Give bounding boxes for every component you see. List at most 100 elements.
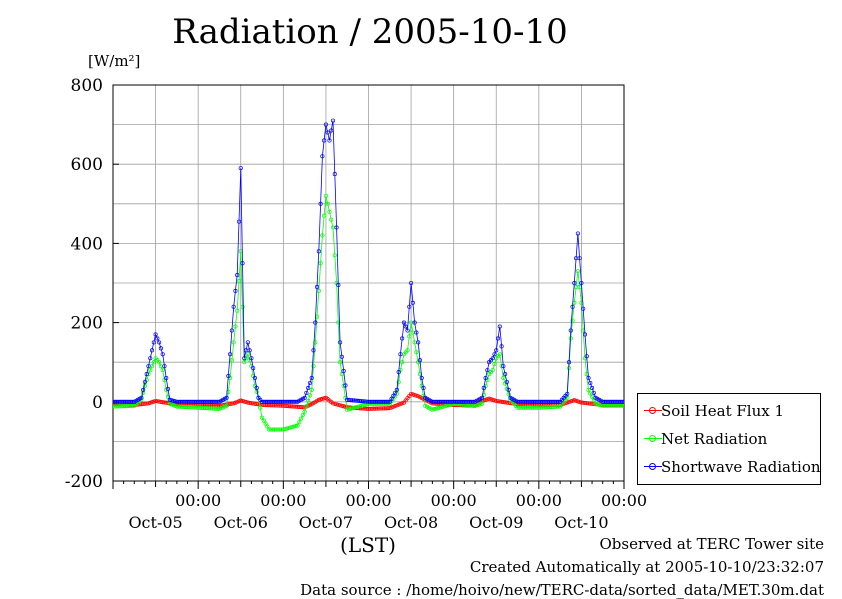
data-point-1 [284, 426, 289, 431]
data-point-1 [148, 368, 153, 373]
data-point-2 [483, 375, 488, 381]
data-point-1 [300, 413, 305, 418]
data-point-2 [311, 348, 316, 353]
data-point-1 [130, 403, 135, 408]
data-point-2 [165, 386, 171, 391]
data-point-1 [235, 308, 240, 313]
data-point-1 [233, 324, 238, 329]
x-axis-label: (LST) [340, 533, 396, 557]
data-point-0 [229, 401, 234, 406]
data-point-1 [348, 406, 353, 411]
data-point-2 [233, 288, 238, 293]
data-point-2 [480, 395, 485, 400]
data-point-2 [160, 352, 165, 357]
data-point-2 [628, 400, 631, 403]
data-point-1 [590, 394, 595, 399]
legend: Soil Heat Flux 1 Net Radiation Shortwave… [637, 393, 821, 485]
data-point-2 [157, 340, 162, 345]
data-point-2 [141, 387, 146, 392]
data-point-2 [307, 380, 312, 386]
data-point-0 [631, 403, 634, 406]
data-point-2 [155, 336, 160, 341]
data-point-1 [474, 403, 479, 408]
data-point-2 [584, 354, 589, 359]
legend-label-shortwave-radiation: Shortwave Radiation [661, 458, 821, 476]
data-point-1 [295, 423, 300, 428]
data-point-2 [327, 138, 332, 143]
legend-label-net-radiation: Net Radiation [661, 430, 768, 448]
data-point-2 [393, 390, 398, 395]
data-point-1 [414, 350, 419, 355]
data-point-1 [327, 209, 332, 214]
data-point-0 [240, 399, 245, 404]
data-point-0 [490, 397, 495, 402]
data-point-2 [631, 400, 634, 403]
data-point-1 [442, 404, 447, 409]
data-point-2 [419, 375, 424, 381]
data-point-1 [283, 426, 288, 432]
x-tick-label-date: Oct-09 [469, 513, 523, 532]
data-point-2 [318, 201, 323, 206]
data-point-0 [633, 403, 636, 406]
data-point-1 [293, 424, 298, 429]
data-point-2 [396, 370, 401, 375]
data-point-0 [483, 397, 488, 402]
data-point-2 [623, 400, 624, 403]
data-point-2 [405, 328, 410, 333]
data-point-1 [322, 213, 327, 218]
x-tick-label-time: 00:00 [431, 491, 477, 510]
data-point-2 [481, 385, 486, 390]
data-point-1 [291, 424, 297, 429]
data-point-1 [318, 261, 323, 266]
data-point-1 [629, 404, 632, 407]
data-point-2 [389, 396, 394, 401]
data-point-1 [595, 402, 600, 407]
data-point-1 [435, 406, 440, 411]
data-point-0 [414, 393, 419, 398]
data-point-2 [503, 372, 508, 377]
data-point-1 [478, 402, 483, 407]
legend-item-net-radiation: Net Radiation [638, 428, 820, 452]
data-point-2 [130, 399, 135, 404]
x-tick-label-date: Oct-08 [384, 513, 438, 532]
data-point-1 [361, 403, 366, 408]
data-point-2 [139, 395, 144, 400]
legend-item-soil-heat-flux: Soil Heat Flux 1 [638, 400, 820, 424]
data-point-1 [501, 375, 506, 381]
data-point-2 [409, 280, 414, 286]
data-point-2 [504, 379, 509, 385]
data-point-2 [591, 390, 596, 395]
data-point-0 [339, 403, 344, 408]
data-point-1 [407, 334, 412, 339]
data-point-1 [556, 404, 561, 409]
data-point-1 [621, 403, 624, 408]
data-point-2 [401, 320, 407, 325]
data-point-1 [261, 418, 266, 423]
x-tick-label-time: 00:00 [516, 491, 562, 510]
data-point-2 [339, 354, 344, 359]
data-point-2 [309, 375, 314, 381]
data-point-2 [556, 399, 561, 404]
legend-item-shortwave-radiation: Shortwave Radiation [638, 456, 821, 480]
data-point-1 [258, 405, 263, 410]
data-point-2 [407, 304, 412, 309]
data-point-1 [430, 407, 435, 412]
data-point-2 [322, 138, 327, 143]
data-point-1 [355, 404, 360, 409]
data-point-2 [304, 390, 309, 395]
data-point-1 [444, 403, 449, 408]
x-tick-label-time: 00:00 [345, 491, 391, 510]
data-point-2 [323, 122, 328, 127]
legend-marker-net-radiation [649, 435, 656, 442]
data-point-0 [316, 397, 321, 402]
data-point-1 [586, 387, 591, 392]
data-point-1 [481, 392, 486, 397]
data-point-2 [228, 352, 233, 357]
data-point-0 [410, 392, 415, 397]
data-point-1 [157, 360, 162, 365]
data-point-1 [332, 253, 337, 258]
data-point-2 [398, 352, 403, 357]
x-tick-label-time: 00:00 [175, 491, 221, 510]
data-point-1 [490, 368, 495, 373]
data-point-1 [631, 404, 634, 407]
